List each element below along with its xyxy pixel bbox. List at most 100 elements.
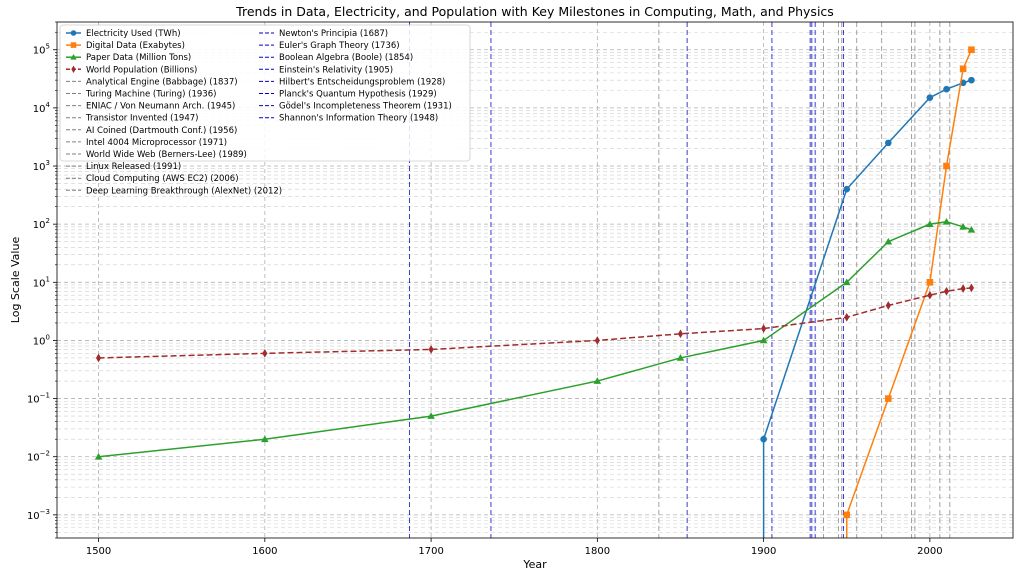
plot-frame [56,21,1014,539]
legend-milestone-entry: Turing Machine (Turing) (1936) [66,90,216,100]
data-point [676,354,685,361]
legend-milestone-entry: Cloud Computing (AWS EC2) (2006) [66,174,239,184]
legend-milestone-entry: AI Coined (Dartmouth Conf.) (1956) [66,126,237,136]
series-group [843,46,975,538]
y-tick-label: 10−3 [27,508,50,522]
data-point [942,217,951,225]
x-axis-ticks: 1500 1600 1700 1800 1900 2000 [86,538,943,557]
grid [57,22,1013,538]
data-point [677,329,684,339]
y-tick-label: 104 [33,101,51,115]
y-tick-label: 103 [33,159,50,173]
legend-milestone-entry: World Wide Web (Berners-Lee) (1989) [66,150,247,160]
data-point [843,511,851,519]
data-point [943,287,950,296]
legend-label: AI Coined (Dartmouth Conf.) (1956) [86,126,237,136]
legend-label: Newton's Principia (1687) [279,29,388,39]
data-point [943,162,950,170]
x-tick-label: 1800 [585,546,610,557]
y-tick-label: 10−1 [27,392,50,406]
data-point [70,53,77,60]
legend-label: Analytical Engine (Babbage) (1837) [86,77,238,87]
legend-series-entry: Digital Data (Exabytes) [66,41,185,51]
legend-label: Digital Data (Exabytes) [86,41,185,51]
data-point [70,30,77,36]
legend-milestone-entry: Newton's Principia (1687) [259,29,388,39]
legend-milestone-entry: Shannon's Information Theory (1948) [259,114,438,124]
legend-milestone-entry: Einstein's Relativity (1905) [259,65,393,75]
data-point [262,349,268,358]
data-point [71,65,76,73]
data-point [943,85,950,93]
legend-milestone-entry: Analytical Engine (Babbage) (1837) [66,77,238,87]
data-point [761,324,767,333]
legend-label: Transistor Invented (1947) [85,114,198,124]
chart-title: Trends in Data, Electricity, and Populat… [235,4,834,19]
series-line [98,287,972,359]
legend-milestone-entry: Intel 4004 Microprocessor (1971) [66,138,227,148]
legend-milestone-entry: Linux Released (1991) [66,162,181,172]
legend-milestone-entry: Deep Learning Breakthrough (AlexNet) (20… [66,186,282,196]
data-point [844,313,850,322]
data-point [95,353,102,363]
data-point [593,377,602,384]
legend-label: Paper Data (Million Tons) [86,53,191,63]
data-point [885,301,891,310]
data-point [927,290,933,300]
y-tick-label: 101 [33,275,50,289]
data-point [70,42,77,48]
legend-milestone-entry: Gödel's Incompleteness Theorem (1931) [259,102,452,112]
data-point [926,220,934,228]
legend-label: Shannon's Information Theory (1948) [279,114,438,124]
legend-label: Gödel's Incompleteness Theorem (1931) [279,102,452,112]
series-group [95,283,975,363]
data-point [968,283,975,293]
y-tick-label: 100 [33,333,50,347]
legend-milestone-entry: Transistor Invented (1947) [66,114,198,124]
x-axis-label: Year [522,558,547,571]
data-point [843,185,851,193]
x-tick-label: 1700 [418,546,443,557]
data-point [967,226,976,233]
legend-milestone-entry: Planck's Quantum Hypothesis (1929) [259,90,437,100]
x-tick-label: 1600 [252,546,277,557]
legend-label: Einstein's Relativity (1905) [279,65,393,75]
legend-label: Intel 4004 Microprocessor (1971) [86,138,227,148]
x-tick-label: 2000 [917,546,942,557]
y-axis-label: Log Scale Value [9,237,22,324]
legend-series-entry: Paper Data (Million Tons) [66,53,191,63]
legend-label: World Population (Billions) [86,65,197,75]
data-point [885,139,892,147]
data-point [427,412,435,419]
data-point [594,336,600,345]
y-axis-ticks: 10−3 10−2 10−1 100 101 102 103 104 105 [27,21,57,539]
data-point [926,279,934,286]
series-group [94,217,976,460]
data-point [960,284,966,293]
legend-series-entry: Electricity Used (TWh) [66,29,181,39]
data-point [885,395,892,402]
legend-label: Planck's Quantum Hypothesis (1929) [279,90,437,100]
data-point [842,278,851,286]
legend-milestone-entry: Euler's Graph Theory (1736) [259,41,400,51]
series-line [845,49,973,538]
legend-milestone-entry: ENIAC / Von Neumann Arch. (1945) [66,102,235,112]
legend-label: Electricity Used (TWh) [86,29,181,39]
legend-milestone-entry: Boolean Algebra (Boole) (1854) [259,53,413,63]
series-group [760,76,975,538]
legend-label: Boolean Algebra (Boole) (1854) [279,53,413,63]
legend: Electricity Used (TWh) Digital Data (Exab… [59,24,471,196]
milestone-lines [409,22,951,538]
legend-label: ENIAC / Von Neumann Arch. (1945) [86,102,235,112]
data-point [884,237,893,245]
legend-label: Turing Machine (Turing) (1936) [85,90,216,100]
legend-milestone-entry: Hilbert's Entscheidungsproblem (1928) [259,77,445,87]
x-tick-label: 1900 [751,546,776,557]
legend-series-entry: World Population (Billions) [66,65,197,75]
y-tick-label: 10−2 [27,450,50,464]
data-point [94,452,103,460]
legend-label: Deep Learning Breakthrough (AlexNet) (20… [86,186,282,196]
y-tick-label: 102 [33,217,50,231]
data-point [760,435,767,443]
